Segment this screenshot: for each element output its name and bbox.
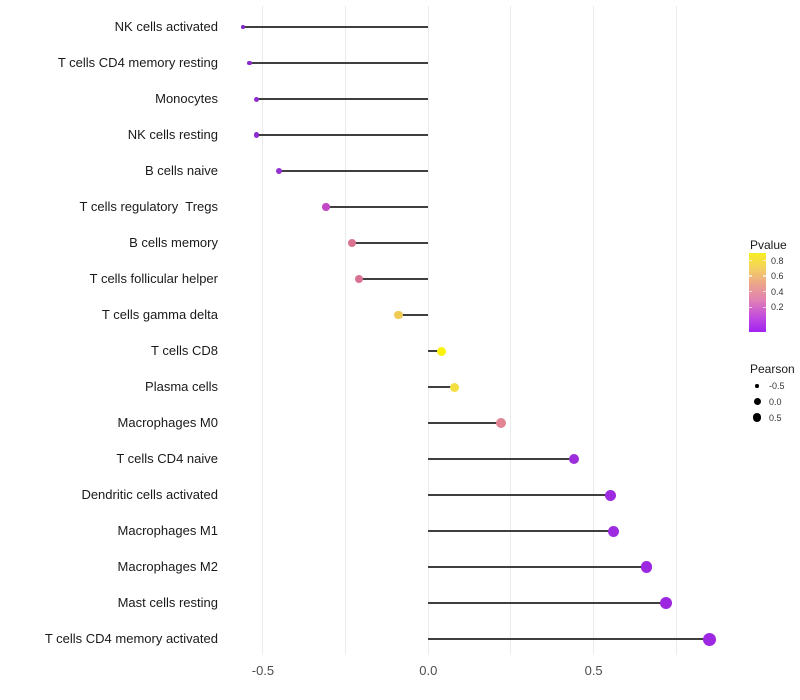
lollipop-dot xyxy=(253,132,260,138)
category-label: Monocytes xyxy=(155,91,218,106)
category-label: T cells CD8 xyxy=(151,343,218,358)
category-label: Mast cells resting xyxy=(117,595,218,610)
category-label: B cells memory xyxy=(129,235,218,250)
lollipop-dot xyxy=(276,168,283,174)
category-label: Macrophages M0 xyxy=(117,415,218,430)
pearson-size-label: 0.0 xyxy=(769,396,782,407)
lollipop-dot xyxy=(702,632,716,646)
lollipop-stem xyxy=(398,314,429,316)
lollipop-dot xyxy=(437,346,447,356)
lollipop-stem xyxy=(428,350,442,352)
x-tick-label: -0.5 xyxy=(251,663,275,678)
pearson-size-dot xyxy=(752,413,762,422)
colorbar-tick-label: 0.6 xyxy=(771,270,784,281)
lollipop-dot xyxy=(607,525,619,537)
lollipop-dot xyxy=(568,453,580,465)
category-label: T cells follicular helper xyxy=(89,271,218,286)
colorbar-tick-label: 0.4 xyxy=(771,286,784,297)
lollipop-stem xyxy=(428,566,647,568)
colorbar-tick-mark xyxy=(763,275,766,277)
colorbar-tick-mark xyxy=(749,306,752,309)
lollipop-stem xyxy=(428,386,455,388)
colorbar-tick-label: 0.8 xyxy=(771,255,784,266)
gridline-x-0.75 xyxy=(675,6,677,655)
category-label: NK cells resting xyxy=(127,127,218,142)
lollipop-dot xyxy=(247,60,252,66)
lollipop-dot xyxy=(660,597,673,609)
lollipop-stem xyxy=(428,530,614,532)
lollipop-dot xyxy=(496,418,507,428)
lollipop-stem xyxy=(256,134,429,136)
legend-pvalue: Pvalue 0.8 0.6 0.4 0.2 xyxy=(749,238,800,348)
lollipop-stem xyxy=(428,494,611,496)
legend-pearson-title: Pearson xyxy=(750,362,795,376)
legend-pvalue-title: Pvalue xyxy=(750,238,787,252)
lollipop-dot xyxy=(450,382,460,392)
legend-pearson: Pearson -0.5 0.0 0.5 xyxy=(749,362,800,432)
lollipop-dot xyxy=(640,561,653,573)
colorbar-tick-mark xyxy=(749,275,752,277)
category-label: Macrophages M2 xyxy=(117,559,218,574)
category-label: T cells CD4 naive xyxy=(116,451,218,466)
lollipop-stem xyxy=(358,278,429,280)
lollipop-stem xyxy=(352,242,429,244)
category-label: T cells regulatory Tregs xyxy=(79,199,218,214)
pearson-size-dot xyxy=(753,398,761,406)
lollipop-stem xyxy=(428,458,574,460)
gridline-x-0.25 xyxy=(510,6,512,655)
lollipop-stem xyxy=(243,26,429,28)
x-tick-label: 0.5 xyxy=(584,663,603,678)
category-label: T cells gamma delta xyxy=(101,307,218,322)
colorbar-tick-mark xyxy=(749,290,752,293)
lollipop-stem xyxy=(428,602,667,604)
category-label: T cells CD4 memory activated xyxy=(44,631,218,646)
category-label: Macrophages M1 xyxy=(117,523,218,538)
lollipop-dot xyxy=(348,239,357,247)
category-label: B cells naive xyxy=(145,163,218,178)
colorbar-tick-mark xyxy=(749,259,752,262)
lollipop-stem xyxy=(428,638,710,640)
gridline-x--0.5 xyxy=(262,6,264,655)
colorbar-tick-mark xyxy=(763,306,766,309)
gridline-x-0.5 xyxy=(593,6,595,655)
gridline-x-0 xyxy=(427,6,429,655)
pvalue-colorbar xyxy=(749,253,766,332)
lollipop-dot xyxy=(604,489,616,501)
gridline-x--0.25 xyxy=(345,6,347,655)
lollipop-dot xyxy=(253,96,259,102)
colorbar-tick-mark xyxy=(763,290,766,293)
category-label: Plasma cells xyxy=(145,379,218,394)
x-tick-label: 0.0 xyxy=(419,663,438,678)
lollipop-stem xyxy=(256,98,429,100)
lollipop-dot xyxy=(354,275,363,283)
category-label: T cells CD4 memory resting xyxy=(57,55,218,70)
lollipop-stem xyxy=(249,62,429,64)
category-label: NK cells activated xyxy=(114,19,218,34)
colorbar-tick-label: 0.2 xyxy=(771,302,784,313)
category-label: Dendritic cells activated xyxy=(81,487,218,502)
lollipop-stem xyxy=(428,422,502,424)
lollipop-dot xyxy=(322,203,330,211)
lollipop-stem xyxy=(279,170,429,172)
pearson-size-label: -0.5 xyxy=(769,381,785,391)
colorbar-tick-mark xyxy=(763,259,766,262)
pearson-size-label: 0.5 xyxy=(769,412,782,423)
lollipop-dot xyxy=(394,310,403,320)
lollipop-stem xyxy=(325,206,429,208)
pearson-size-dot xyxy=(755,384,759,388)
lollipop-dot xyxy=(241,25,245,29)
